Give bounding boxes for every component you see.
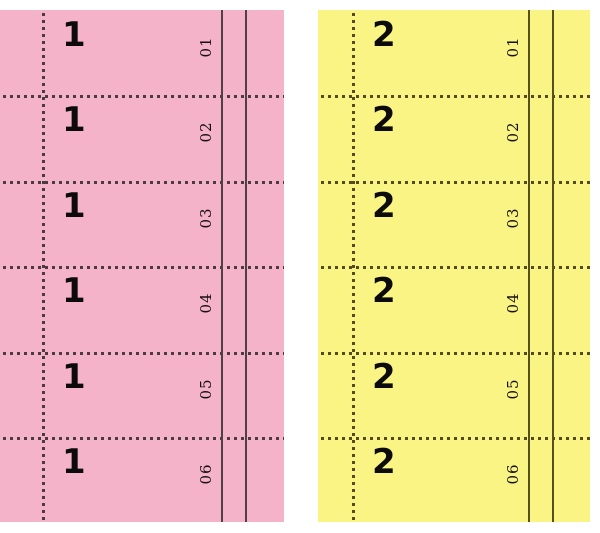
ticket-book-number: 1 (62, 100, 86, 140)
perforation-horizontal (318, 352, 590, 355)
perforation-horizontal (0, 437, 284, 440)
perforation-horizontal (0, 266, 284, 269)
ticket-row[interactable]: 1 05 (0, 352, 284, 437)
ticket-row[interactable]: 1 02 (0, 95, 284, 180)
ticket-row[interactable]: 1 06 (0, 437, 284, 522)
ticket-row[interactable]: 2 05 (318, 352, 590, 437)
ticket-book-number: 2 (372, 442, 396, 482)
printed-rule-line (245, 10, 247, 522)
ticket-book-number: 1 (62, 15, 86, 55)
ticket-book-number: 1 (62, 186, 86, 226)
ticket-row[interactable]: 1 03 (0, 181, 284, 266)
ticket-book-number: 1 (62, 442, 86, 482)
ticket-book-number: 2 (372, 15, 396, 55)
perforation-vertical-stub (352, 10, 355, 522)
ticket-book-number: 2 (372, 357, 396, 397)
perforation-horizontal (318, 181, 590, 184)
ticket-row[interactable]: 1 04 (0, 266, 284, 351)
printed-rule-line (528, 10, 530, 522)
ticket-book-number: 1 (62, 357, 86, 397)
ticket-row[interactable]: 2 06 (318, 437, 590, 522)
perforation-horizontal (318, 437, 590, 440)
ticket-row[interactable]: 2 04 (318, 266, 590, 351)
ticket-book-pink[interactable]: 1 01 1 02 1 03 1 04 1 05 1 06 (0, 10, 284, 522)
printed-rule-line (221, 10, 223, 522)
ticket-row[interactable]: 2 02 (318, 95, 590, 180)
ticket-book-yellow[interactable]: 2 01 2 02 2 03 2 04 2 05 2 06 (318, 10, 590, 522)
ticket-row[interactable]: 2 01 (318, 10, 590, 95)
ticket-book-number: 2 (372, 186, 396, 226)
ticket-book-number: 2 (372, 271, 396, 311)
ticket-row[interactable]: 1 01 (0, 10, 284, 95)
perforation-horizontal (0, 352, 284, 355)
perforation-horizontal (0, 181, 284, 184)
perforation-horizontal (318, 95, 590, 98)
perforation-horizontal (0, 95, 284, 98)
perforation-horizontal (318, 266, 590, 269)
perforation-vertical-stub (42, 10, 45, 522)
ticket-book-number: 2 (372, 100, 396, 140)
printed-rule-line (552, 10, 554, 522)
ticket-row[interactable]: 2 03 (318, 181, 590, 266)
ticket-book-number: 1 (62, 271, 86, 311)
